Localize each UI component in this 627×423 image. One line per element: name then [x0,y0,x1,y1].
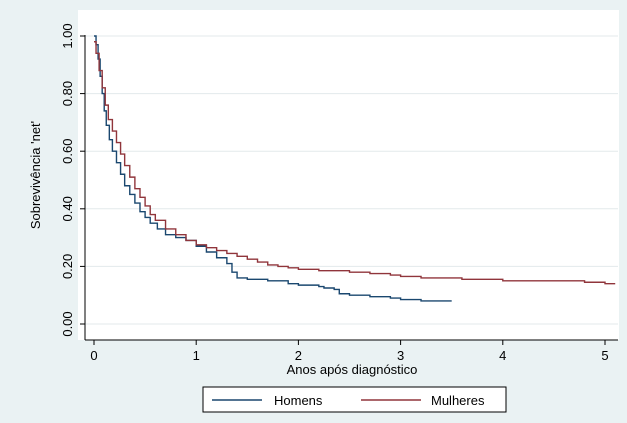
series-lines [94,35,616,302]
x-tick-label: 0 [90,348,97,363]
x-tick-label: 4 [499,348,506,363]
series-line-mulheres [94,41,616,285]
legend-label-homens: Homens [274,393,323,408]
y-tick-label: 0.80 [60,81,75,106]
x-axis-title: Anos após diagnóstico [287,362,418,377]
y-tick-label: 1.00 [60,23,75,48]
grid-lines [85,35,618,325]
x-tick-label: 1 [193,348,200,363]
legend-label-mulheres: Mulheres [431,393,485,408]
x-tick-label: 3 [397,348,404,363]
y-axis-title: Sobrevivência 'net' [28,121,43,229]
y-tick-label: 0.60 [60,139,75,164]
plot-area [78,10,619,340]
axes [84,35,618,341]
x-tick-label: 5 [601,348,608,363]
x-tick-label: 2 [295,348,302,363]
y-tick-label: 0.20 [60,254,75,279]
legend: Homens Mulheres [202,386,507,413]
tick-marks: 0.00 0.20 0.40 0.60 0.80 1.00 0 1 2 3 4 5 [60,23,609,363]
y-tick-label: 0.40 [60,196,75,221]
y-tick-label: 0.00 [60,311,75,336]
